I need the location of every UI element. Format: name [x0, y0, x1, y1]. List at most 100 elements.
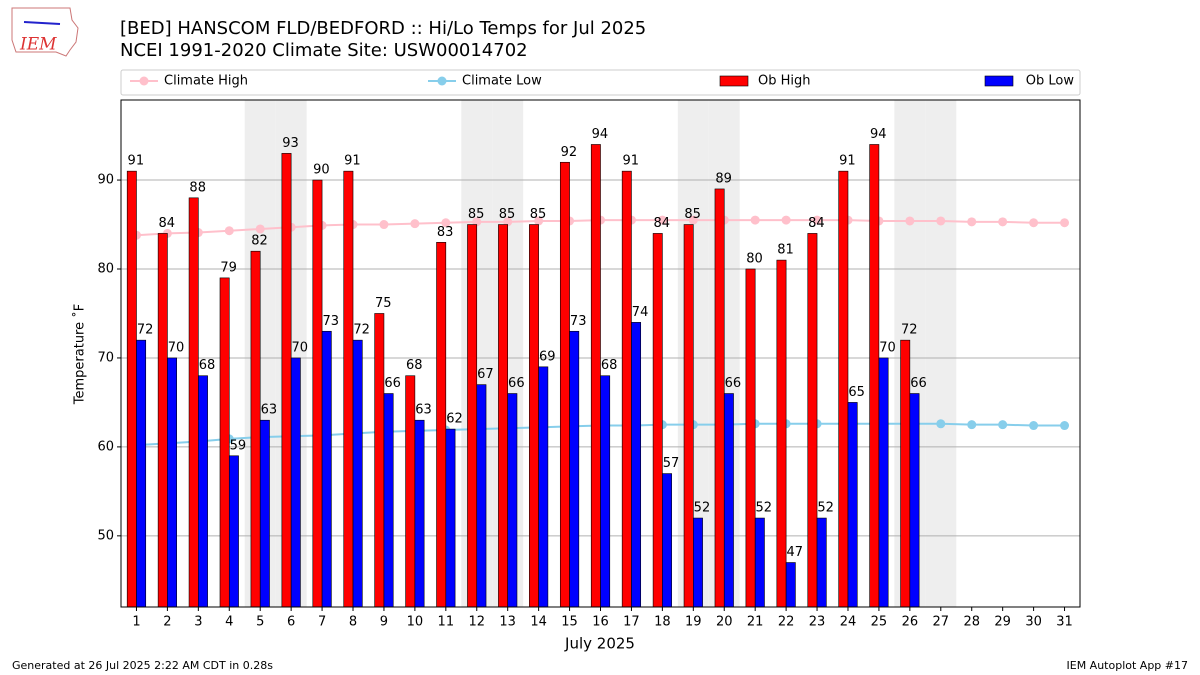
- x-tick-label: 27: [933, 615, 950, 630]
- temp-bar: [807, 233, 818, 608]
- x-tick-label: 26: [902, 615, 919, 630]
- temp-bar: [723, 393, 734, 608]
- weekend-shade: [925, 100, 957, 607]
- climate-point: [812, 215, 822, 225]
- bar-value-label: 91: [623, 154, 640, 169]
- plot-frame: [120, 99, 1081, 608]
- climate-point: [967, 420, 977, 430]
- bar-value-label: 79: [220, 260, 237, 275]
- temp-bar: [538, 366, 549, 608]
- temp-bar: [321, 330, 332, 608]
- temp-bar: [776, 259, 787, 608]
- x-tick-label: 3: [194, 615, 202, 630]
- bar-value-label: 62: [446, 412, 463, 427]
- climate-point: [503, 217, 513, 227]
- climate-point: [1029, 421, 1039, 431]
- x-tick-label: 30: [1025, 615, 1042, 630]
- bar-value-label: 94: [870, 127, 887, 142]
- bar-value-label: 72: [137, 323, 154, 338]
- x-tick-label: 29: [994, 615, 1011, 630]
- temp-bar: [693, 517, 703, 608]
- bar-value-label: 66: [508, 376, 525, 391]
- x-tick-label: 25: [871, 615, 888, 630]
- temp-bar: [136, 339, 147, 608]
- x-tick-label: 28: [963, 615, 980, 630]
- climate-point: [936, 216, 946, 226]
- bar-value-label: 70: [292, 340, 309, 355]
- bar-value-label: 63: [415, 403, 432, 418]
- temp-bar: [312, 179, 323, 608]
- climate-point: [472, 217, 482, 227]
- bar-value-label: 68: [199, 358, 216, 373]
- y-tick-label: 60: [97, 439, 114, 454]
- logo-outline: [11, 7, 79, 57]
- bar-value-label: 85: [684, 207, 701, 222]
- temp-bar: [590, 144, 601, 608]
- y-tick-label: 70: [97, 350, 114, 365]
- x-tick-label: 14: [530, 615, 547, 630]
- legend-label: Ob High: [758, 74, 811, 89]
- climate-point: [255, 224, 265, 234]
- x-tick-label: 23: [809, 615, 826, 630]
- bar-value-label: 84: [158, 216, 175, 231]
- bar-value-label: 66: [725, 376, 742, 391]
- x-tick-label: 19: [685, 615, 702, 630]
- temp-bar: [683, 224, 694, 608]
- temp-bar: [476, 384, 487, 608]
- chart-title: [BED] HANSCOM FLD/BEDFORD :: Hi/Lo Temps…: [120, 18, 646, 39]
- temp-bar: [900, 339, 911, 608]
- x-tick-label: 18: [654, 615, 671, 630]
- logo: IEM: [11, 7, 79, 57]
- x-tick-label: 16: [592, 615, 609, 630]
- climate-point: [750, 215, 760, 225]
- x-tick-label: 11: [438, 615, 455, 630]
- bar-value-label: 91: [839, 154, 856, 169]
- legend-marker: [437, 76, 447, 86]
- x-tick-label: 10: [407, 615, 424, 630]
- temp-bar: [445, 428, 456, 608]
- bar-value-label: 68: [601, 358, 618, 373]
- bar-value-label: 91: [128, 154, 145, 169]
- bar-value-label: 83: [437, 225, 454, 240]
- x-tick-label: 6: [287, 615, 295, 630]
- temp-bar: [436, 242, 447, 608]
- legend-swatch: [719, 75, 749, 87]
- x-tick-label: 9: [380, 615, 388, 630]
- bar-value-label: 85: [530, 207, 547, 222]
- temp-bar: [652, 233, 663, 608]
- temp-bar: [383, 393, 394, 608]
- bar-value-label: 82: [251, 234, 268, 249]
- climate-point: [905, 216, 915, 226]
- temp-bar: [816, 517, 827, 608]
- temp-bar: [498, 224, 508, 608]
- bar-value-label: 66: [910, 376, 927, 391]
- y-tick-label: 90: [97, 173, 114, 188]
- x-tick-label: 15: [561, 615, 578, 630]
- bar-value-label: 70: [168, 340, 185, 355]
- bar-value-label: 59: [230, 438, 247, 453]
- temp-bar: [847, 402, 858, 608]
- climate-point: [441, 218, 451, 228]
- x-tick-label: 8: [349, 615, 357, 630]
- temp-bar: [838, 170, 849, 608]
- x-tick-label: 13: [499, 615, 516, 630]
- temp-bar: [621, 170, 632, 608]
- temp-bar: [662, 473, 672, 608]
- temp-bar: [631, 322, 642, 608]
- legend-label: Climate Low: [462, 74, 542, 89]
- y-tick-label: 80: [97, 262, 114, 277]
- bar-value-label: 52: [756, 501, 773, 516]
- bar-value-label: 85: [468, 207, 485, 222]
- bar-value-label: 75: [375, 296, 392, 311]
- temp-bar: [600, 375, 611, 608]
- bar-value-label: 65: [848, 385, 865, 400]
- bar-value-label: 80: [746, 252, 763, 267]
- bar-value-label: 68: [406, 358, 423, 373]
- temp-bar: [167, 357, 177, 608]
- climate-point: [1029, 218, 1039, 228]
- temp-bar: [529, 224, 539, 608]
- bar-value-label: 92: [561, 145, 578, 160]
- legend-marker: [139, 76, 149, 86]
- temp-bar: [507, 393, 518, 608]
